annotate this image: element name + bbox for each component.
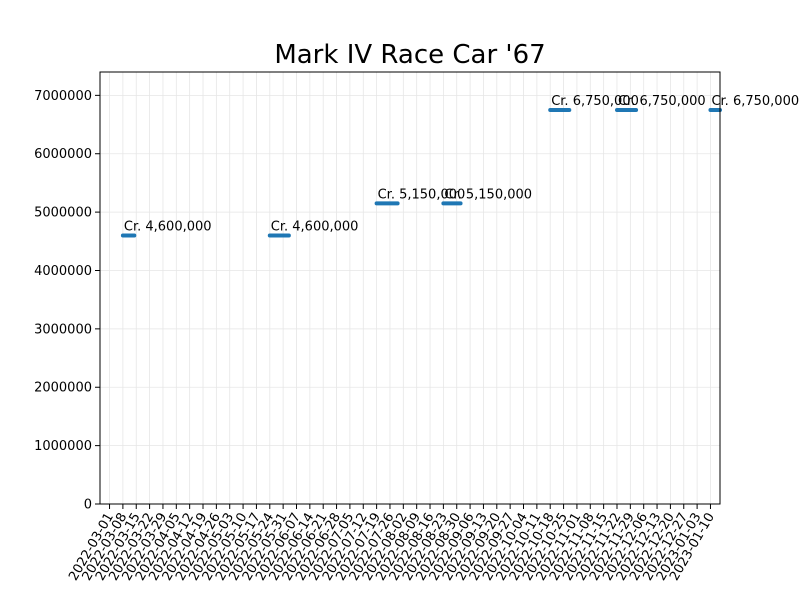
price-data-label: Cr. 5,150,000 — [378, 187, 466, 202]
x-axis: 2022-03-012022-03-082022-03-152022-03-22… — [66, 504, 718, 583]
y-tick-label: 2000000 — [34, 381, 92, 396]
y-tick-label: 1000000 — [34, 439, 92, 454]
y-tick-label: 7000000 — [34, 89, 92, 104]
y-tick-label: 0 — [84, 498, 92, 513]
price-data-label: Cr. 6,750,000 — [711, 94, 799, 109]
y-tick-label: 3000000 — [34, 322, 92, 337]
price-data-label: Cr. 6,750,000 — [618, 94, 706, 109]
price-data-label: Cr. 4,600,000 — [271, 219, 359, 234]
grid-layer — [100, 72, 720, 505]
y-tick-label: 4000000 — [34, 264, 92, 279]
series-layer — [120, 107, 722, 238]
plot-frame — [99, 71, 721, 505]
chart-title: Mark IV Race Car '67 — [274, 40, 545, 70]
price-data-label: Cr. 4,600,000 — [124, 219, 212, 234]
y-axis: 0 1000000 2000000 3000000 4000000 5000000 6000… — [34, 89, 100, 513]
y-tick-label: 6000000 — [34, 147, 92, 162]
price-data-label: Cr. 6,750,000 — [551, 94, 639, 109]
y-tick-label: 5000000 — [34, 206, 92, 221]
price-data-label: Cr. 5,150,000 — [444, 187, 532, 202]
